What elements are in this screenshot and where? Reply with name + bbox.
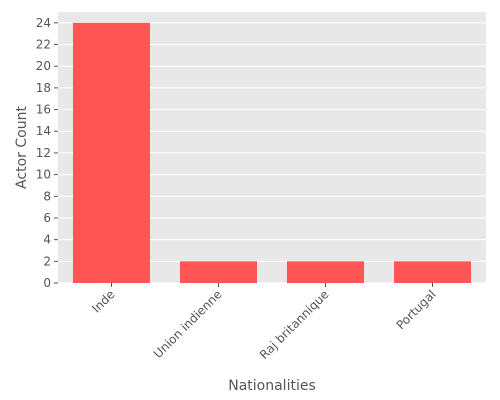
y-tick-label: 12 xyxy=(36,146,51,160)
bar xyxy=(393,261,472,283)
y-tick-label: 24 xyxy=(36,16,51,30)
y-tick-label: 10 xyxy=(36,168,51,182)
bars xyxy=(72,22,472,284)
x-axis-title: Nationalities xyxy=(228,378,316,394)
y-axis-title: Actor Count xyxy=(14,106,30,189)
y-tick-label: 18 xyxy=(36,81,51,95)
y-tick-label: 4 xyxy=(43,233,51,247)
y-tick-label: 16 xyxy=(36,103,51,117)
y-tick-label: 6 xyxy=(43,211,51,225)
x-tick-label: Portugal xyxy=(394,287,439,332)
y-tick-label: 20 xyxy=(36,59,51,73)
y-tick-label: 0 xyxy=(43,276,51,290)
bar xyxy=(286,261,365,283)
x-tick-label: Union indienne xyxy=(151,287,225,361)
x-tick-label: Raj britannique xyxy=(257,287,332,362)
y-tick-label: 14 xyxy=(36,124,51,138)
y-tick-label: 2 xyxy=(43,254,51,268)
x-tick-label: Inde xyxy=(89,287,117,315)
bar xyxy=(179,261,258,283)
y-tick-label: 8 xyxy=(43,189,51,203)
bar xyxy=(72,22,151,284)
x-axis: Inde Union indienne Raj britannique Portuga… xyxy=(89,283,439,362)
y-tick-label: 22 xyxy=(36,38,51,52)
